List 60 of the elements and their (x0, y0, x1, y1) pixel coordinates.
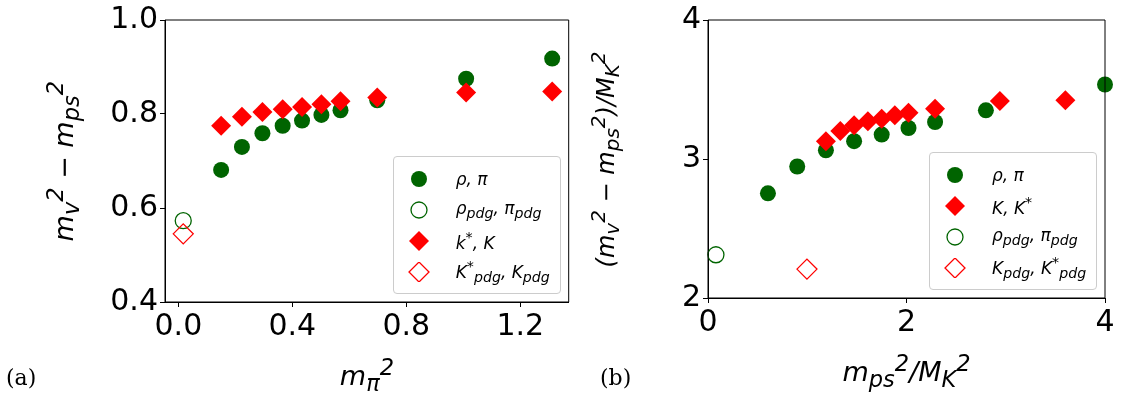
point (367, 87, 388, 108)
point (174, 212, 192, 230)
point (252, 102, 273, 123)
point (830, 120, 851, 141)
point (857, 111, 878, 132)
point (294, 112, 311, 129)
x-tick-label: 0.0 (154, 306, 203, 342)
legend-label: K, K$^{*}$ (992, 193, 1033, 218)
point (542, 81, 563, 102)
y-tick-label: 0.8 (110, 93, 158, 129)
y-tick-label: 3 (681, 138, 701, 174)
point (989, 91, 1010, 112)
legend-label: ρ, π (992, 164, 1024, 185)
point (213, 161, 230, 178)
point (871, 108, 892, 129)
point (707, 246, 725, 264)
point (458, 70, 475, 87)
point (233, 138, 250, 155)
point (272, 99, 293, 120)
x-tick-label: 1.2 (496, 306, 545, 342)
x-tick-label: 4 (1095, 302, 1115, 338)
legend-label: k$^{*}$, K (455, 228, 495, 253)
point (900, 120, 917, 136)
point (1055, 90, 1076, 111)
point (544, 50, 561, 67)
point (759, 185, 776, 202)
legend-label: ρ, π (455, 168, 488, 189)
point (898, 102, 919, 123)
point (789, 158, 806, 175)
legend-label: K$^{*}$$_{pdg}$, K$_{pdg}$ (455, 257, 550, 286)
point (977, 102, 994, 119)
legend-label: ρ$_{pdg}$, π$_{pdg}$ (455, 197, 542, 222)
point (796, 258, 818, 280)
point (330, 91, 351, 112)
point (846, 133, 863, 150)
point (292, 96, 313, 117)
point (456, 82, 477, 103)
y-tick-label: 2 (681, 277, 701, 313)
x-tick-label: 2 (896, 302, 917, 338)
x-tick-label: 0 (698, 302, 718, 338)
point (927, 114, 944, 131)
point (311, 94, 332, 115)
text: (a) (6, 365, 37, 390)
point (254, 125, 271, 142)
point (815, 131, 836, 152)
point (844, 115, 865, 136)
y-tick-label: 0.6 (110, 187, 158, 223)
point (231, 106, 252, 127)
point (873, 126, 890, 143)
text: (b) (600, 365, 632, 390)
x-tick-label: 0.4 (268, 306, 317, 342)
y-tick-label: 1.0 (110, 0, 158, 35)
point (884, 105, 905, 126)
point (172, 223, 194, 245)
y-tick-label: 4 (681, 0, 701, 35)
point (274, 117, 291, 134)
legend-label: ρ$_{pdg}$, π$_{pdg}$ (992, 224, 1078, 249)
x-tick-label: 0.8 (382, 306, 431, 342)
point (925, 98, 946, 119)
point (211, 115, 232, 136)
